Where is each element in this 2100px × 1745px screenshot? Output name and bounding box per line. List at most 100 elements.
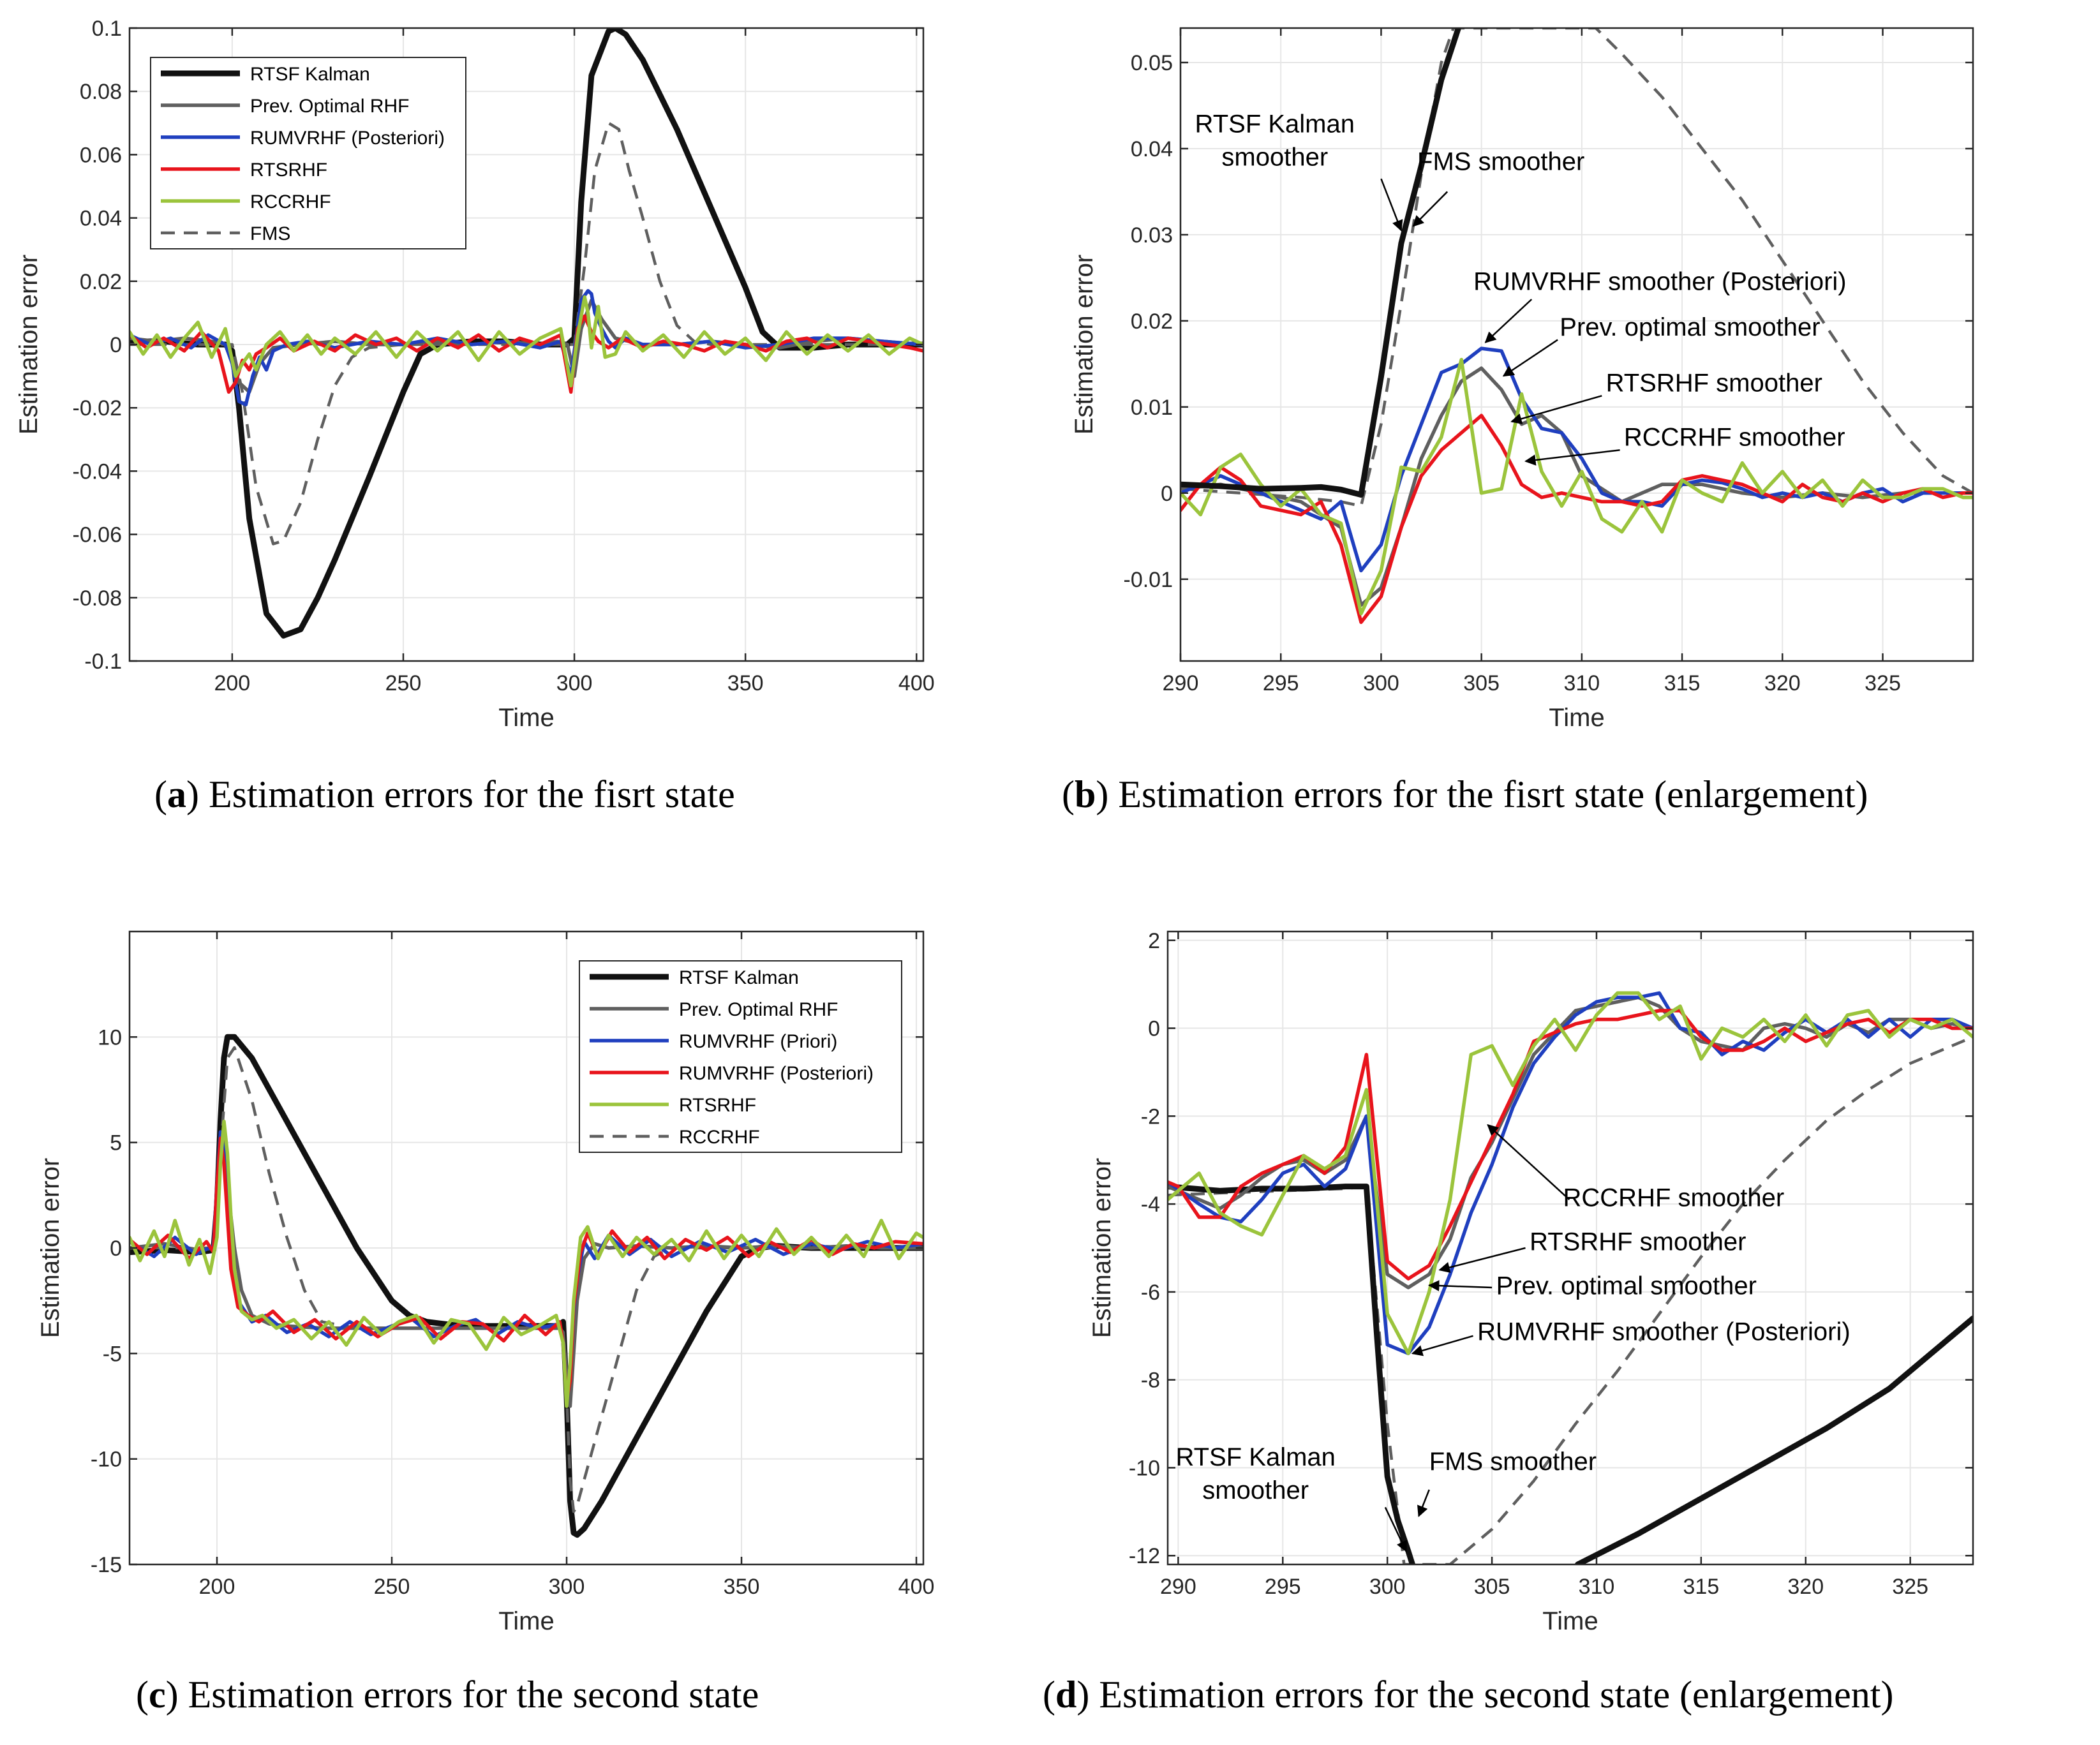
annotation-label: RTSRHF smoother <box>1606 369 1822 397</box>
caption-b: (b) Estimation errors for the fisrt stat… <box>1062 773 1868 815</box>
annotation-label: RTSF Kalman <box>1195 110 1355 138</box>
legend-label-rumvrhf-posteriori: RUMVRHF (Posteriori) <box>679 1063 874 1084</box>
caption-d-text: Estimation errors for the second state (… <box>1099 1674 1893 1716</box>
caption-b-paren-close: ) <box>1096 773 1118 815</box>
caption-d-paren-open: ( <box>1043 1674 1055 1716</box>
series-rccrhf <box>1168 991 1973 1356</box>
caption-d-letter: d <box>1055 1674 1076 1716</box>
caption-c-paren-open: ( <box>136 1674 149 1716</box>
y-tick-label: 0 <box>110 1236 122 1261</box>
y-tick-label: 0 <box>1161 482 1173 506</box>
x-tick-label: 320 <box>1764 671 1801 695</box>
caption-d: (d) Estimation errors for the second sta… <box>1043 1674 1893 1716</box>
y-tick-label: -0.04 <box>73 459 123 484</box>
annotation-label: smoother <box>1202 1476 1309 1504</box>
ticks: 200 250 300 350 400 -15 -10 -5 0 5 10 <box>91 932 934 1599</box>
caption-b-letter: b <box>1075 773 1096 815</box>
plot-area <box>1168 932 1973 1564</box>
series-rtsf-kalman <box>1180 28 1461 498</box>
y-tick-label: -0.01 <box>1124 568 1173 592</box>
y-tick-label: -8 <box>1141 1369 1160 1393</box>
captions: (a) Estimation errors for the fisrt stat… <box>136 773 1893 1716</box>
y-tick-label: -12 <box>1129 1544 1160 1568</box>
y-tick-label: 0.06 <box>80 143 122 167</box>
legend-label-fms: FMS <box>250 223 290 244</box>
caption-c-paren-close: ) <box>166 1674 188 1716</box>
annotation-label: RCCRHF smoother <box>1624 424 1845 452</box>
annotation-label: RUMVRHF smoother (Posteriori) <box>1473 267 1847 295</box>
annotations: RTSF Kalman smoother FMS smoother RUMVRHF s… <box>1195 110 1847 466</box>
series-fms <box>1180 28 1973 508</box>
annotation-arrow <box>1502 339 1558 377</box>
caption-a-paren-close: ) <box>186 773 209 815</box>
y-tick-label: -0.08 <box>73 586 123 611</box>
series-group <box>130 28 923 639</box>
y-tick-label: 10 <box>98 1025 122 1050</box>
ticks: 290 295 300 305 310 315 320 325 -0.01 0 0.01 0.02 0.… <box>1124 28 1973 695</box>
y-tick-label: 0.02 <box>80 270 122 294</box>
y-tick-label: -2 <box>1141 1104 1160 1129</box>
legend-label-rccrhf: RCCRHF <box>250 191 331 212</box>
plot-area <box>1180 28 1973 661</box>
x-tick-label: 290 <box>1163 671 1199 695</box>
series-rtsrhf <box>130 1119 923 1408</box>
annotation-label: RTSF Kalman <box>1175 1443 1335 1471</box>
y-tick-label: 0.03 <box>1131 223 1173 248</box>
x-axis-label: Time <box>498 704 554 732</box>
y-tick-label: 0.08 <box>80 80 122 104</box>
series-group <box>130 1034 923 1538</box>
y-tick-label: 0.05 <box>1131 51 1173 75</box>
x-tick-label: 315 <box>1664 671 1701 695</box>
y-axis-label: Estimation error <box>15 255 43 434</box>
x-tick-label: 305 <box>1474 1575 1510 1599</box>
annotation-label: FMS smoother <box>1417 148 1584 176</box>
annotation-label: RCCRHF smoother <box>1563 1184 1785 1212</box>
annotation-arrow <box>1380 178 1403 232</box>
annotation-label: RUMVRHF smoother (Posteriori) <box>1477 1318 1851 1346</box>
series-rccrhf <box>1180 357 1973 616</box>
x-tick-label: 295 <box>1265 1575 1301 1599</box>
ticks: 200 250 300 350 400 -0.1 -0.08 -0.06 -0.04 -0.02 0… <box>73 17 935 695</box>
legend-label-rccrhf: RCCRHF <box>679 1127 760 1148</box>
y-tick-label: 5 <box>110 1131 122 1155</box>
panel-a: 200 250 300 350 400 -0.1 -0.08 -0.06 -0.04 -0.02 0… <box>15 17 935 732</box>
y-tick-label: 0 <box>1148 1017 1160 1041</box>
y-tick-label: -0.1 <box>84 650 122 674</box>
x-tick-label: 200 <box>199 1575 235 1599</box>
series-rccrhf <box>130 1046 923 1513</box>
annotation-arrow <box>1524 449 1620 466</box>
x-tick-label: 250 <box>385 671 422 695</box>
x-axis-label: Time <box>1549 704 1604 732</box>
x-tick-label: 290 <box>1160 1575 1196 1599</box>
x-tick-label: 320 <box>1787 1575 1824 1599</box>
y-tick-label: 0.01 <box>1131 396 1173 420</box>
annotation-arrow <box>1484 299 1533 343</box>
y-tick-label: -6 <box>1141 1281 1160 1305</box>
legend: RTSF Kalman Prev. Optimal RHF RUMVRHF (Pri… <box>579 960 902 1153</box>
caption-a: (a) Estimation errors for the fisrt stat… <box>154 773 735 815</box>
series-fms <box>130 121 923 546</box>
legend-label-rtsf-kalman: RTSF Kalman <box>250 64 370 85</box>
annotation-arrow <box>1384 1506 1407 1552</box>
annotation-arrow <box>1417 1489 1430 1517</box>
y-tick-label: -0.02 <box>73 396 123 420</box>
annotation-label: FMS smoother <box>1429 1448 1597 1476</box>
caption-a-text: Estimation errors for the fisrt state <box>209 773 735 815</box>
x-tick-label: 300 <box>549 1575 585 1599</box>
panel-b: 290 295 300 305 310 315 320 325 -0.01 0 0.01 0.02 0.… <box>1070 27 1974 732</box>
x-tick-label: 295 <box>1263 671 1299 695</box>
y-tick-label: 0.1 <box>92 17 122 41</box>
legend: RTSF Kalman Prev. Optimal RHF RUMVRHF (Pos… <box>150 57 466 249</box>
x-tick-label: 200 <box>214 671 250 695</box>
y-tick-label: 0.02 <box>1131 309 1173 334</box>
x-axis-label: Time <box>1542 1607 1598 1635</box>
axes-box <box>1179 27 1974 662</box>
caption-d-paren-close: ) <box>1076 1674 1099 1716</box>
annotation-label: RTSRHF smoother <box>1530 1228 1746 1256</box>
legend-label-rtsrhf: RTSRHF <box>250 160 327 181</box>
ticks: 290 295 300 305 310 315 320 325 -12 -10 -8 -6 -4 -2 0 2 <box>1129 929 1973 1599</box>
series-group <box>1168 991 1973 1564</box>
x-tick-label: 315 <box>1683 1575 1720 1599</box>
x-tick-label: 250 <box>374 1575 410 1599</box>
